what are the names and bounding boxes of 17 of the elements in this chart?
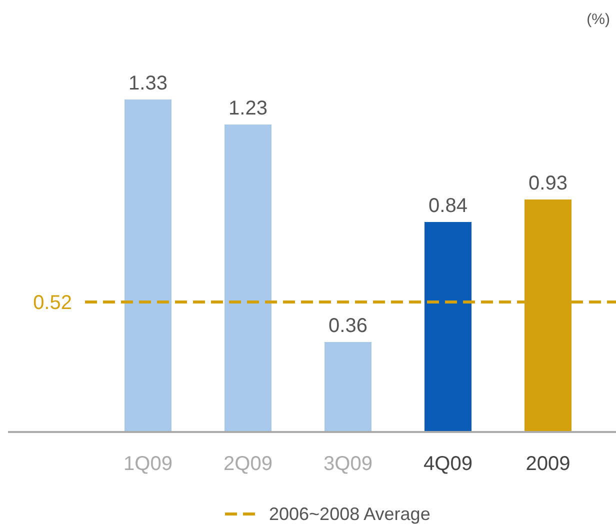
ref-line-label: 0.52 [33,292,72,314]
data-label: 1.23 [228,98,268,120]
bar [124,100,172,432]
x-tick-label: 4Q09 [424,453,472,475]
x-tick-label: 2009 [526,453,570,475]
text: 2006~2008 Average [269,504,430,524]
data-label: 0.36 [328,315,368,337]
data-label: 1.33 [128,72,168,94]
x-tick-label: 1Q09 [124,453,172,475]
data-label: 0.93 [528,172,568,194]
data-label: 0.84 [428,195,468,217]
bar [324,342,372,432]
bar [224,124,272,432]
y-axis-title: (%) [586,11,610,28]
x-tick-label: 2Q09 [224,453,272,475]
bar [424,222,472,432]
x-tick-label: 3Q09 [324,453,372,475]
